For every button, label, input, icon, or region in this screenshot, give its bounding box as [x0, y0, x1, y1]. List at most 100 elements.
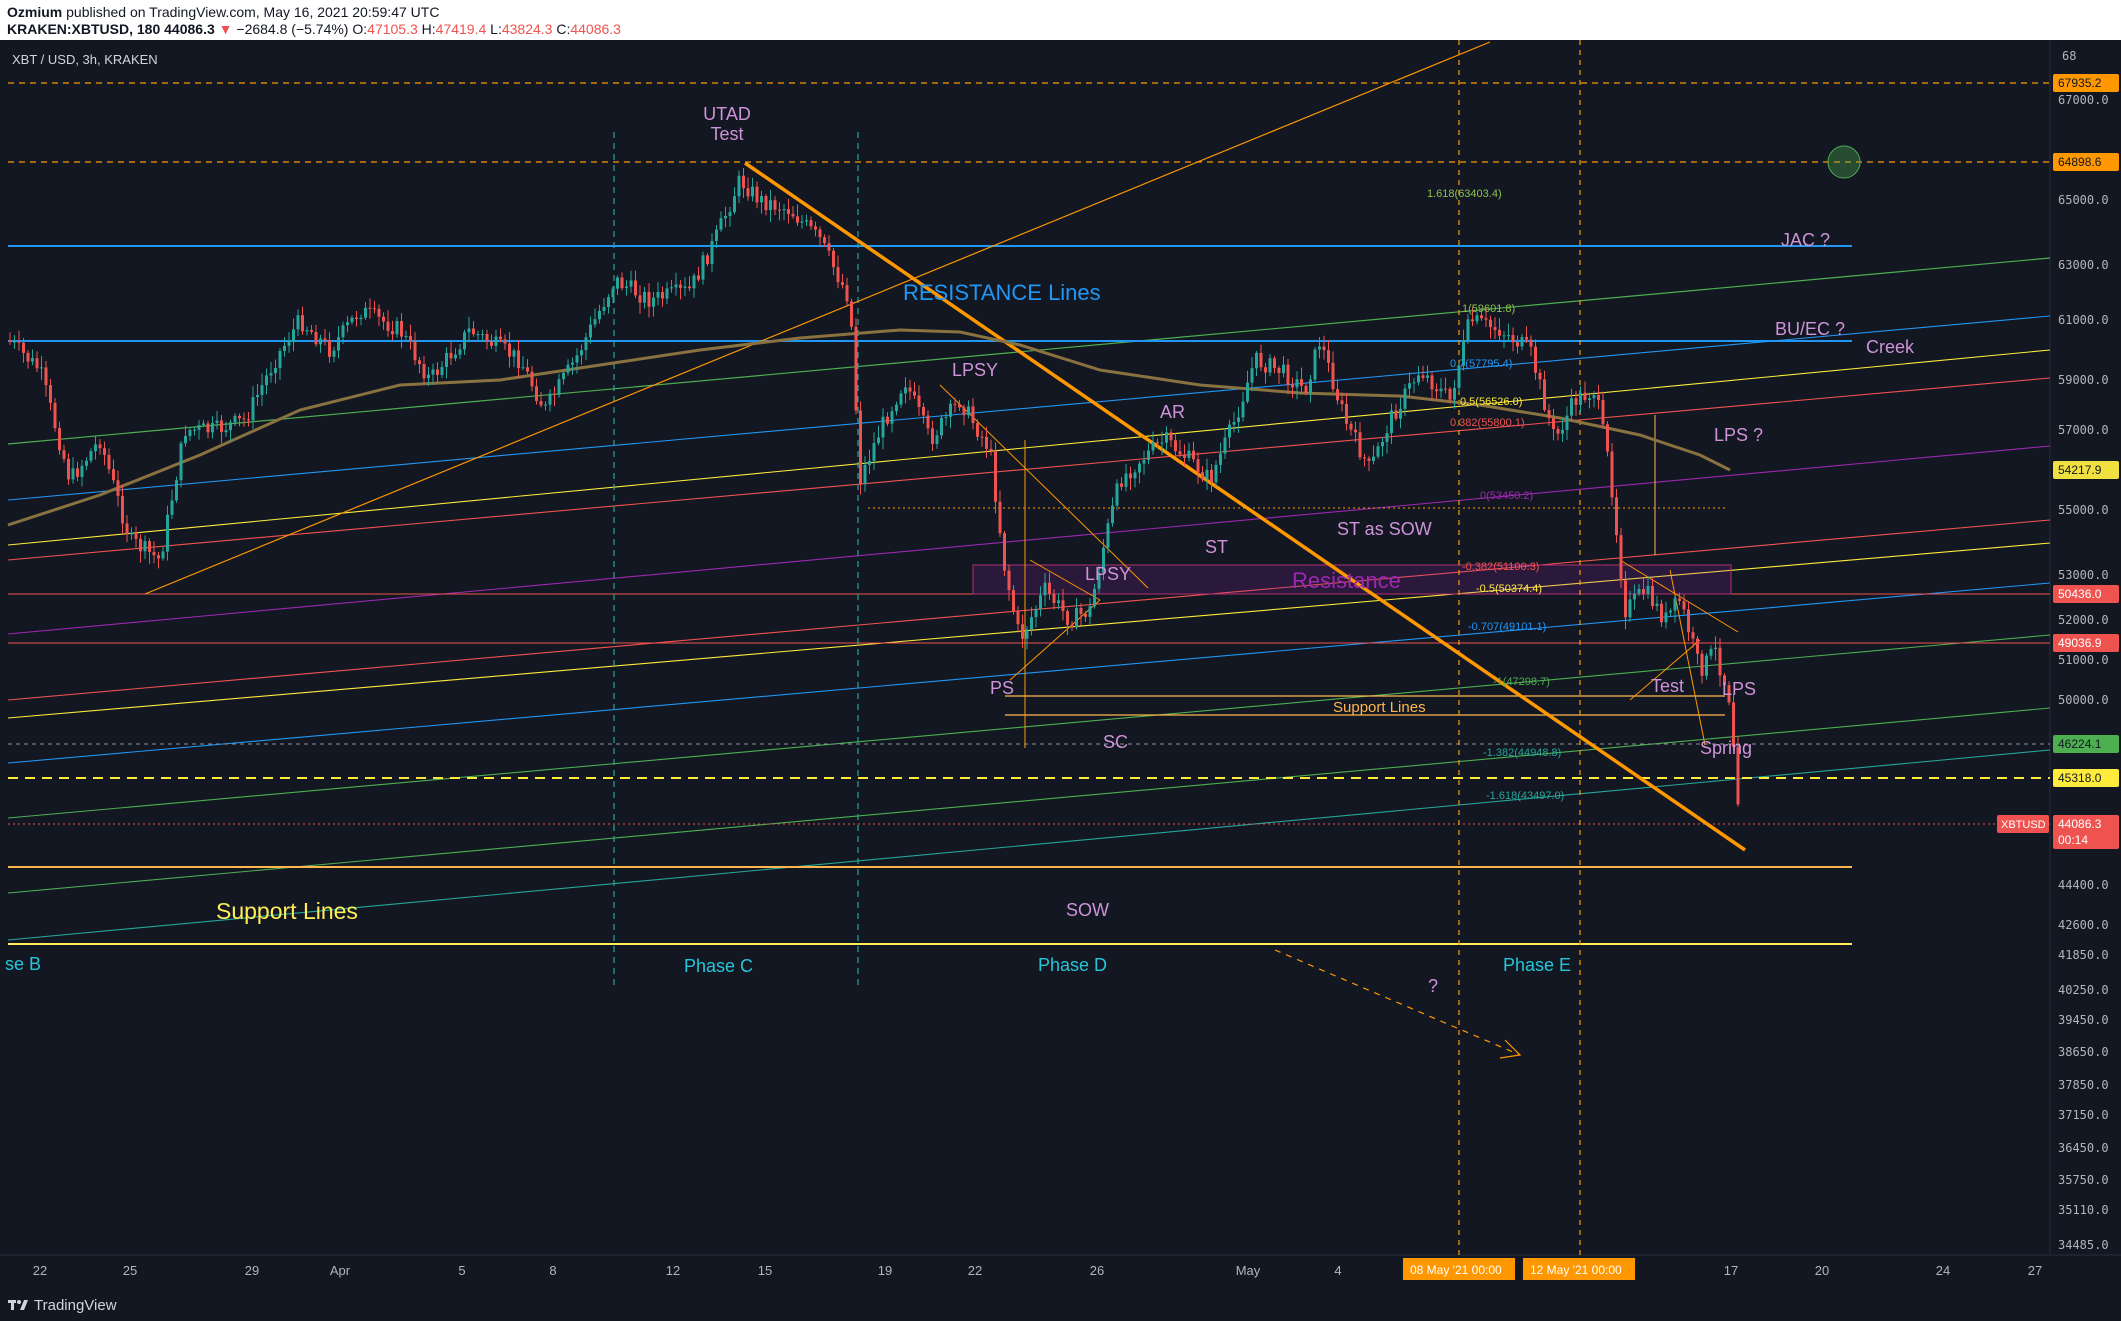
candle-body [683, 286, 687, 288]
candle-body [1025, 629, 1029, 639]
candle-body [877, 437, 880, 444]
phase-d-label: Phase D [1038, 955, 1107, 975]
candle-body [1736, 746, 1740, 805]
candle-body [841, 282, 844, 286]
candle-body [1016, 610, 1020, 625]
candle-body [674, 284, 678, 288]
candle-body [611, 288, 615, 298]
candle-body [1381, 441, 1384, 447]
candle-body [1696, 638, 1699, 654]
candle-body [1021, 624, 1024, 639]
candle-body [1484, 318, 1488, 320]
candle-body [269, 373, 273, 376]
green-channel-line-2 [7, 634, 2051, 819]
candle-body [1205, 469, 1209, 480]
down-arrow-icon: ▼ [218, 21, 233, 37]
candle-body [508, 343, 511, 357]
candle-body [1340, 400, 1344, 405]
candle-body [1475, 315, 1479, 322]
candle-body [355, 317, 358, 320]
candle-body [1129, 473, 1132, 479]
candle-body [1151, 442, 1155, 451]
candle-body [1052, 593, 1056, 604]
candle-body [166, 514, 169, 552]
candle-body [431, 369, 435, 375]
publisher-name[interactable]: Ozmium [7, 4, 63, 20]
candle-body [1156, 442, 1159, 444]
ar-label: AR [1160, 402, 1185, 422]
utad-test-label: Test [710, 124, 743, 144]
candle-body [787, 209, 790, 215]
candle-body [107, 454, 111, 470]
candle-body [1084, 613, 1087, 617]
candle-body [859, 410, 862, 484]
candle-body [850, 301, 853, 327]
candle-body [688, 286, 691, 289]
publish-line: Ozmium published on TradingView.com, May… [7, 4, 439, 20]
price-tags: 67935.2 64898.6 54217.9 50436.0 49036.9 46224… [1997, 74, 2119, 849]
candle-body [323, 338, 327, 341]
candle-body [1138, 463, 1141, 473]
high-label: H: [421, 21, 436, 37]
candle-body [1012, 590, 1015, 611]
candle-body [980, 436, 984, 438]
candle-body [85, 460, 88, 466]
candle-body [184, 435, 187, 444]
price-tag: 64898.6 [2058, 155, 2102, 169]
candle-body [553, 393, 556, 395]
tradingview-brand[interactable]: TradingView [34, 1297, 117, 1314]
price-tag: 67935.2 [2058, 76, 2102, 90]
candle-body [521, 367, 525, 369]
candle-body [1142, 460, 1146, 464]
candle-body [728, 212, 732, 216]
open-label: O: [352, 21, 368, 37]
candle-body [625, 286, 628, 289]
fib-labels: 1.618(63403.4) 1(59601.8) 0.7(57795.4) 0… [1427, 188, 1564, 802]
candle-body [319, 338, 322, 345]
candle-body [1349, 423, 1353, 430]
candle-body [1070, 624, 1074, 628]
candle-body [692, 275, 696, 289]
candle-body [530, 371, 534, 387]
utad-label: UTAD [703, 104, 751, 124]
candle-body [422, 364, 426, 379]
candle-body [656, 292, 660, 298]
lps-question-label: LPS ? [1714, 425, 1763, 445]
candle-body [463, 332, 466, 350]
candle-body [1493, 327, 1497, 330]
fib-neg1618: -1.618(43497.0) [1486, 790, 1564, 802]
candle-body [1534, 346, 1537, 373]
candle-body [548, 393, 552, 405]
phase-separators [613, 40, 1581, 1255]
time-axis-label: 15 [758, 1263, 772, 1278]
candle-body [634, 280, 637, 296]
candle-body [544, 404, 547, 406]
date-tag-may8-bg [1403, 1258, 1515, 1280]
price-axis-label: 67000.0 [2058, 93, 2109, 107]
candle-body [418, 360, 421, 365]
candle-body [796, 216, 799, 223]
candle-body [733, 196, 736, 213]
candle-body [449, 352, 453, 359]
candle-body [364, 307, 367, 318]
candle-body [809, 220, 813, 227]
lps-label: LPS [1722, 679, 1756, 699]
candle-body [868, 460, 871, 465]
date-tags: 08 May '21 00:00 12 May '21 00:00 [1403, 1258, 1635, 1280]
candle-body [724, 215, 727, 219]
price-axis-top-label: 68 [2062, 49, 2076, 63]
price-chart[interactable]: XBT / USD, 3h, KRAKEN [0, 40, 2121, 1321]
candle-body [976, 423, 979, 437]
candle-body [373, 308, 376, 310]
candle-body [1214, 464, 1218, 483]
candle-body [337, 337, 340, 351]
price-change: −2684.8 (−5.74%) [236, 21, 349, 37]
candle-body [517, 350, 520, 369]
candle-body [697, 275, 700, 280]
candle-body [1007, 570, 1011, 591]
fib-1618-up: 1.618(63403.4) [1427, 188, 1502, 200]
symbol-label: KRAKEN:XBTUSD, 180 [7, 21, 161, 37]
candle-body [845, 285, 849, 302]
question-label: ? [1428, 976, 1438, 996]
candle-body [247, 419, 250, 421]
